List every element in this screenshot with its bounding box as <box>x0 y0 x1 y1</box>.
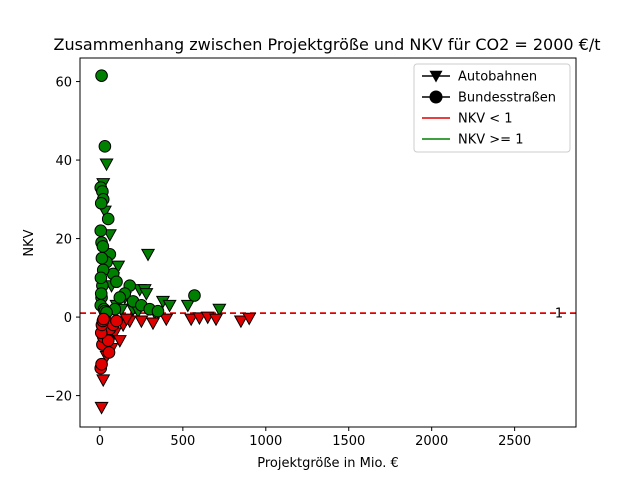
bundesstrassen-point <box>94 224 108 238</box>
y-axis-label: NKV <box>22 229 37 256</box>
y-tick-label: −20 <box>45 390 72 405</box>
x-tick-label: 0 <box>96 434 104 449</box>
legend-box <box>413 63 571 153</box>
autobahnen-point <box>140 248 156 262</box>
autobahnen-point <box>111 260 126 274</box>
autobahnen-point <box>145 317 161 331</box>
autobahnen-point <box>96 374 111 388</box>
x-tick-label: 500 <box>170 434 195 449</box>
bundesstrassen-point <box>110 275 123 289</box>
chart-title: Zusammenhang zwischen Projektgröße und N… <box>53 35 600 54</box>
bundesstrassen-point <box>95 357 108 371</box>
bundesstrassen-point <box>151 304 165 318</box>
legend-label: Bundesstraßen <box>458 91 556 106</box>
x-tick-label: 2500 <box>498 434 531 449</box>
y-tick-label: 40 <box>55 154 72 169</box>
axis-ticks: 0 500 1000 1500 2000 2500 −20 0 20 40 60 <box>45 76 532 449</box>
autobahnen-point <box>242 312 257 326</box>
y-tick-label: 20 <box>55 233 72 248</box>
legend: Autobahnen Bundesstraßen NKV < 1 NKV >= 1 <box>413 63 571 153</box>
data-points <box>94 69 257 415</box>
x-tick-label: 1500 <box>332 434 365 449</box>
legend-label: NKV >= 1 <box>458 133 523 148</box>
bundesstrassen-point <box>101 212 115 226</box>
x-tick-label: 1000 <box>249 434 282 449</box>
autobahnen-point <box>180 299 195 313</box>
autobahnen-point <box>94 401 109 415</box>
bundesstrassen-point <box>94 271 108 285</box>
x-axis-label: Projektgröße in Mio. € <box>257 456 399 471</box>
autobahnen-point <box>134 315 149 329</box>
autobahnen-point <box>208 313 224 327</box>
bundesstrassen-point <box>98 140 112 153</box>
plot-frame <box>79 57 577 428</box>
autobahnen-point <box>233 315 248 329</box>
autobahnen-point <box>99 158 114 172</box>
autobahnen-point <box>192 312 207 326</box>
bundesstrassen-point <box>188 289 201 302</box>
autobahnen-point <box>184 313 199 327</box>
autobahnen-point <box>162 299 177 313</box>
bundesstrassen-point <box>95 251 109 265</box>
x-tick-label: 2000 <box>415 434 448 449</box>
bundesstrassen-point <box>95 69 108 82</box>
bundesstrassen-point <box>102 346 116 359</box>
legend-circle-marker <box>429 90 443 104</box>
autobahnen-point <box>159 313 174 327</box>
bundesstrassen-point <box>96 240 110 253</box>
autobahnen-point <box>139 288 154 301</box>
y-tick-label: 0 <box>64 311 72 326</box>
legend-label: Autobahnen <box>458 70 537 85</box>
autobahnen-point <box>119 313 134 327</box>
legend-triangle-marker <box>429 70 443 83</box>
bundesstrassen-point <box>110 314 123 328</box>
bundesstrassen-point <box>97 312 110 326</box>
bundesstrassen-point <box>113 291 127 304</box>
legend-label: NKV < 1 <box>458 112 513 127</box>
autobahnen-point <box>112 335 127 348</box>
y-tick-label: 60 <box>55 76 72 91</box>
bundesstrassen-point <box>94 196 108 210</box>
bundesstrassen-point <box>94 287 108 300</box>
reference-line-label: 1 <box>555 307 563 322</box>
autobahnen-point <box>212 303 227 317</box>
